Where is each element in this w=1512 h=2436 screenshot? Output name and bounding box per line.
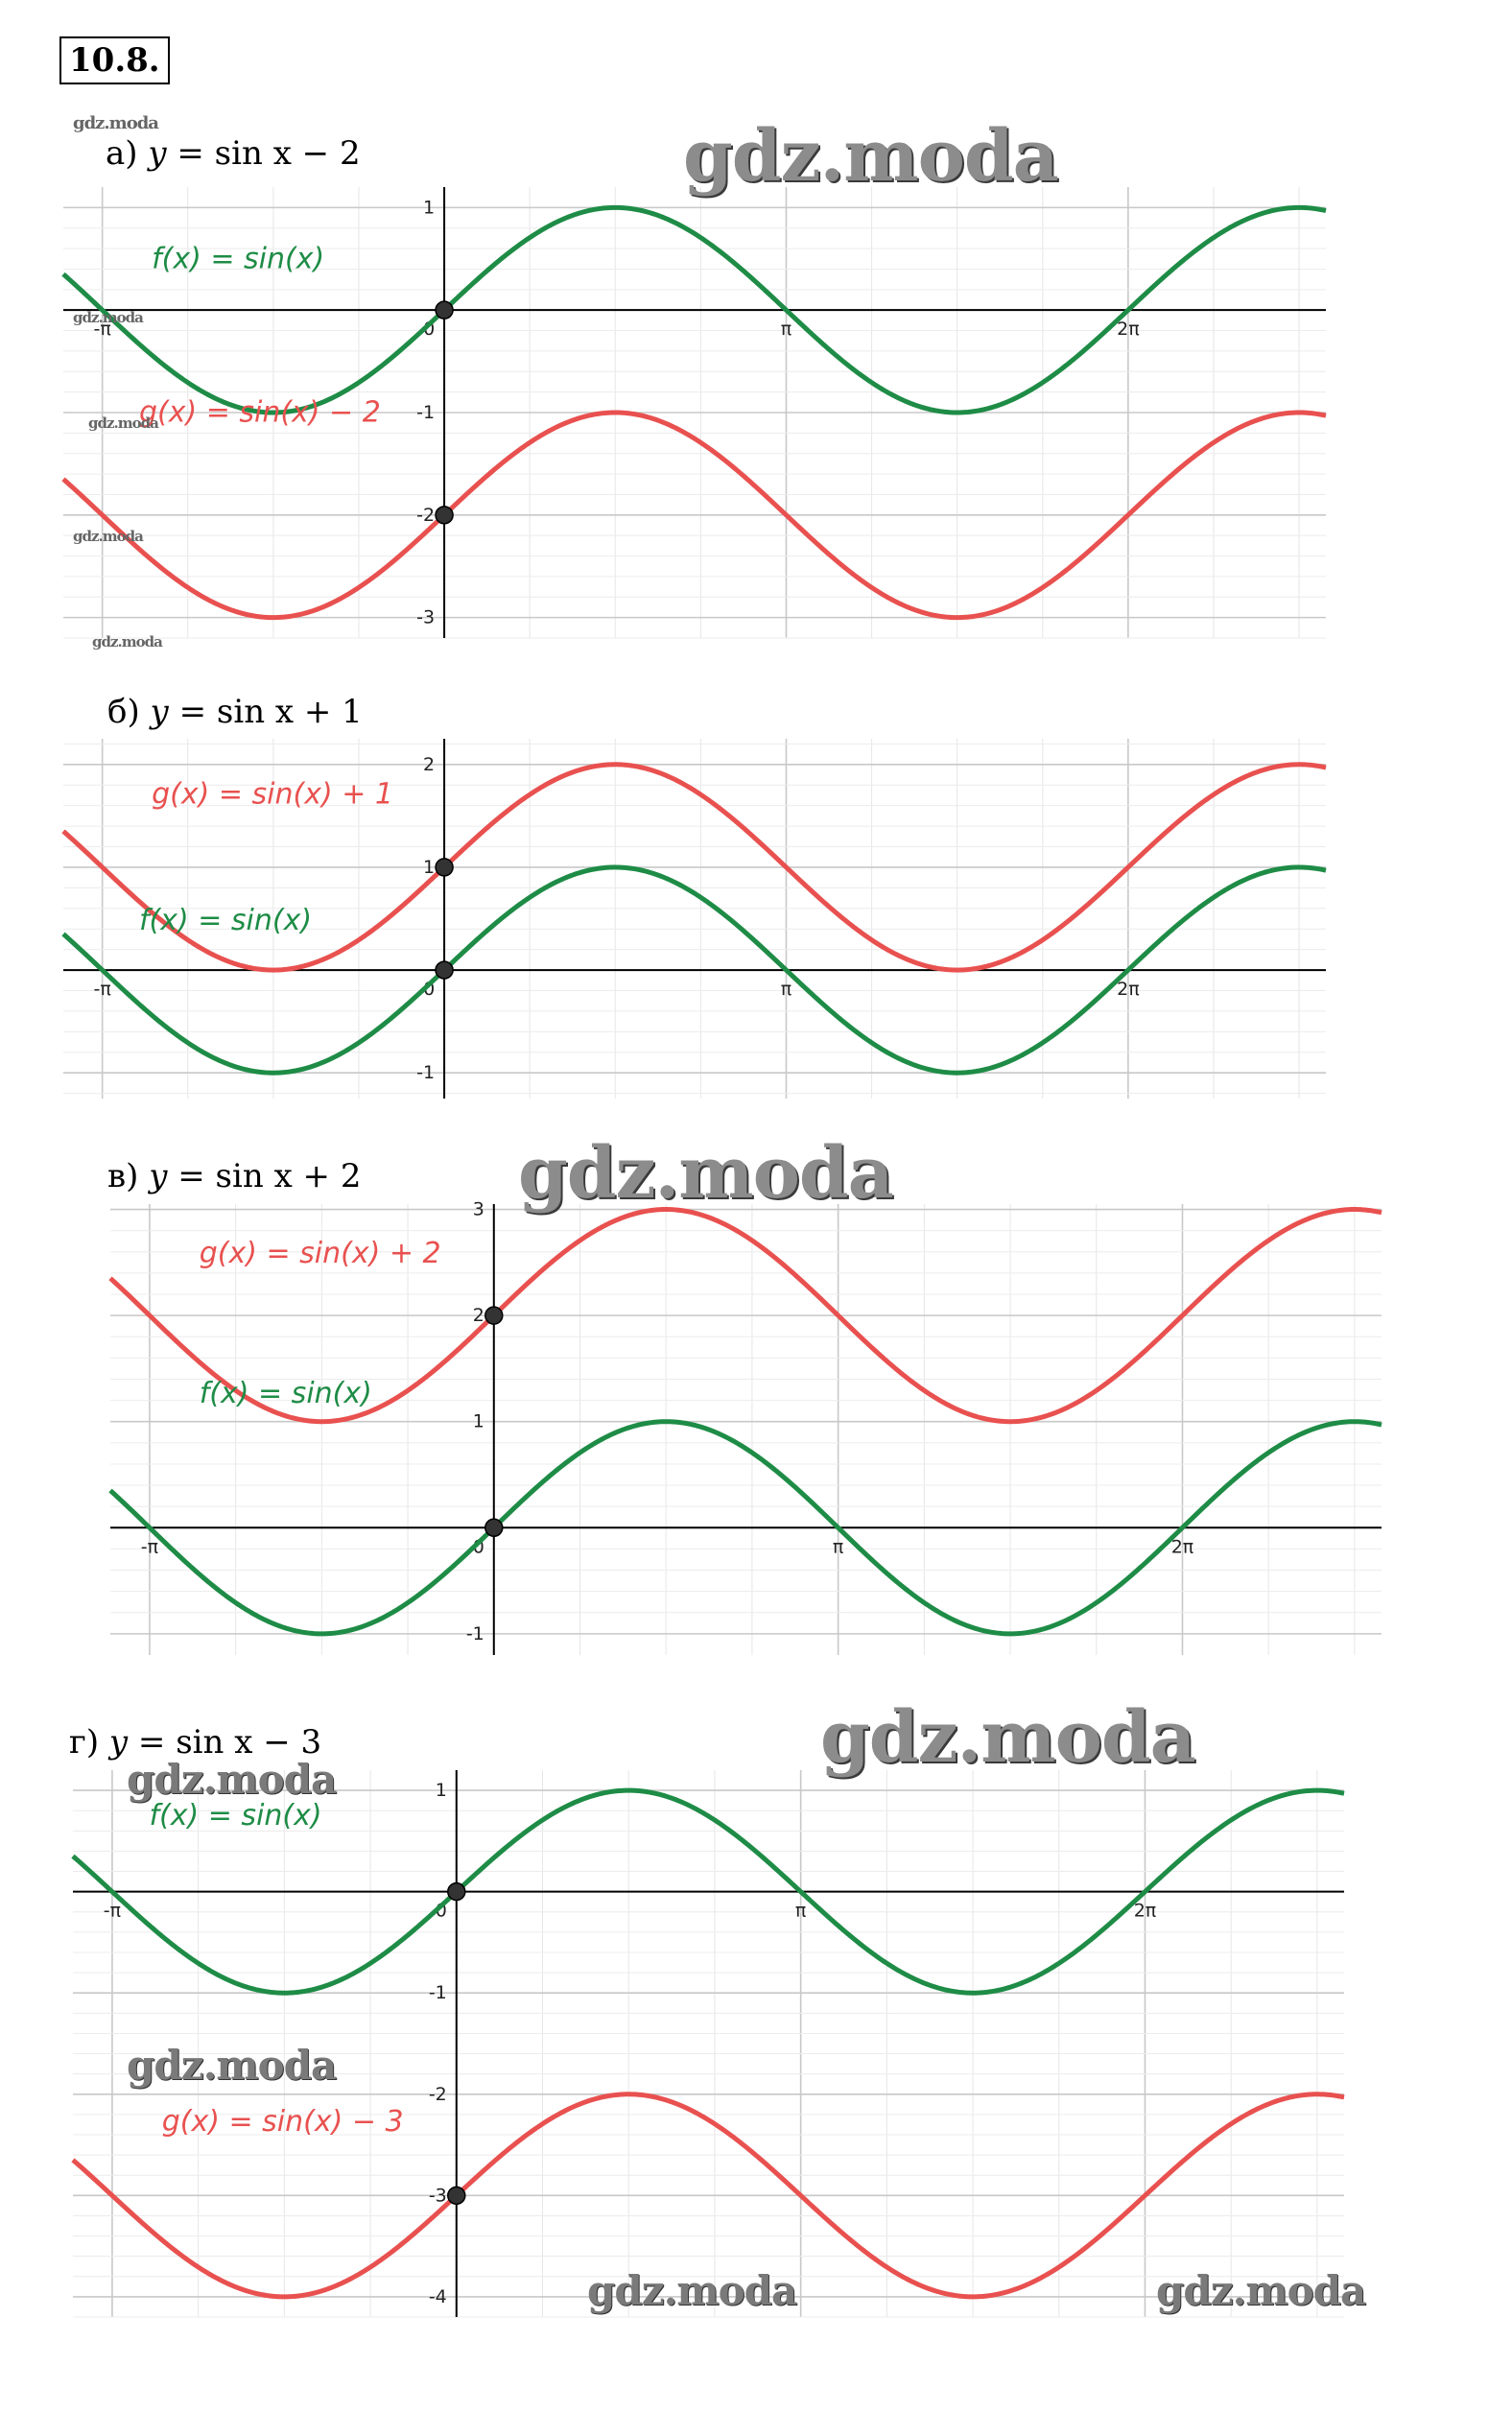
x-tick-label: 2π	[1171, 1536, 1194, 1557]
x-tick-label: -π	[94, 979, 111, 1000]
y-tick-label: -1	[416, 402, 435, 423]
part-a-label: а) y = sin x − 2	[106, 134, 361, 173]
y-tick-label: -1	[429, 1982, 447, 2003]
watermark: gdz.moda	[1156, 2267, 1366, 2314]
x-tick-label: π	[795, 1901, 806, 1922]
watermark: gdz.moda	[587, 2267, 797, 2314]
watermark: gdz.moda	[683, 115, 1059, 198]
series-label: g(x) = sin(x) − 3	[162, 2105, 404, 2139]
x-tick-label: π	[833, 1536, 843, 1557]
watermark: gdz.moda	[73, 309, 144, 326]
part-d-prefix: г)	[69, 1723, 109, 1762]
series-label: f(x) = sin(x)	[150, 1799, 322, 1833]
watermark: gdz.moda	[518, 1132, 894, 1215]
y-tick-label: 1	[436, 1780, 447, 1801]
part-b-rest: = sin x + 1	[168, 693, 363, 731]
watermark: gdz.moda	[127, 1756, 337, 1803]
part-d-rest: = sin x − 3	[128, 1723, 322, 1762]
y-tick-label: -1	[416, 1062, 435, 1083]
y-tick-label: -3	[429, 2185, 447, 2206]
data-point	[435, 300, 454, 319]
x-tick-label: -π	[94, 319, 111, 340]
part-c-rest: = sin x + 2	[167, 1157, 362, 1195]
y-tick-label: -2	[429, 2084, 447, 2105]
data-point	[484, 1306, 504, 1325]
part-d-var: y	[108, 1723, 129, 1762]
series-line	[61, 204, 1327, 415]
x-tick-label: π	[781, 979, 791, 1000]
part-b-prefix: б)	[107, 693, 151, 731]
watermark: gdz.moda	[92, 633, 163, 650]
series-label: g(x) = sin(x) − 2	[139, 395, 381, 429]
data-point	[484, 1518, 504, 1538]
data-point	[447, 1881, 466, 1902]
part-c-var: y	[149, 1157, 168, 1195]
series-line	[61, 410, 1327, 621]
series-line	[61, 762, 1327, 973]
part-a-var: y	[148, 134, 167, 173]
y-tick-label: -4	[429, 2286, 447, 2307]
data-point	[435, 960, 454, 980]
series-label: g(x) = sin(x) + 1	[152, 778, 393, 812]
watermark: gdz.moda	[127, 2042, 337, 2089]
series-label: f(x) = sin(x)	[139, 904, 312, 937]
y-tick-label: -1	[466, 1623, 484, 1644]
x-tick-label: 2π	[1134, 1901, 1157, 1922]
series-line	[71, 2092, 1345, 2300]
part-a-prefix: а)	[106, 134, 149, 173]
data-point	[435, 506, 454, 525]
x-tick-label: -π	[104, 1901, 121, 1922]
y-tick-label: 2	[473, 1305, 484, 1326]
watermark: gdz.moda	[73, 528, 144, 545]
y-tick-label: 1	[423, 857, 435, 878]
series-line	[108, 1207, 1382, 1425]
series-line	[108, 1419, 1382, 1637]
series-label: g(x) = sin(x) + 2	[200, 1237, 441, 1270]
series-label: f(x) = sin(x)	[152, 243, 324, 276]
chart-a: -π 0 π 2π1-1-2-3f(x) = sin(x)g(x) = sin(x) …	[61, 187, 1327, 639]
x-tick-label: 2π	[1117, 979, 1140, 1000]
x-tick-label: -π	[141, 1536, 158, 1557]
watermark: gdz.moda	[88, 414, 159, 432]
part-b-var: y	[150, 693, 169, 731]
y-tick-label: -3	[416, 607, 435, 628]
grid	[110, 1204, 1382, 1655]
y-tick-label: 1	[423, 197, 435, 218]
series-line	[61, 864, 1327, 1076]
part-c-label: в) y = sin x + 2	[107, 1157, 361, 1195]
part-c-prefix: в)	[107, 1157, 150, 1195]
data-point	[447, 2186, 466, 2206]
series-line	[71, 1787, 1345, 1996]
y-tick-label: 1	[473, 1411, 484, 1432]
x-tick-label: π	[781, 319, 791, 340]
chart-d: -π 0 π 2π1-1-2-3-4f(x) = sin(x)g(x) = sin(x…	[71, 1770, 1345, 2318]
part-d-label: г) y = sin x − 3	[69, 1723, 321, 1762]
task-number: 10.8.	[59, 36, 170, 84]
part-a-rest: = sin x − 2	[166, 134, 361, 173]
series-label: f(x) = sin(x)	[200, 1377, 372, 1410]
y-tick-label: -2	[416, 505, 435, 526]
y-tick-label: 2	[423, 754, 435, 775]
watermark: gdz.moda	[820, 1696, 1196, 1779]
x-tick-label: 2π	[1117, 319, 1140, 340]
part-b-label: б) y = sin x + 1	[107, 693, 363, 731]
data-point	[435, 858, 454, 877]
watermark: gdz.moda	[73, 113, 159, 133]
y-tick-label: 3	[473, 1199, 484, 1220]
